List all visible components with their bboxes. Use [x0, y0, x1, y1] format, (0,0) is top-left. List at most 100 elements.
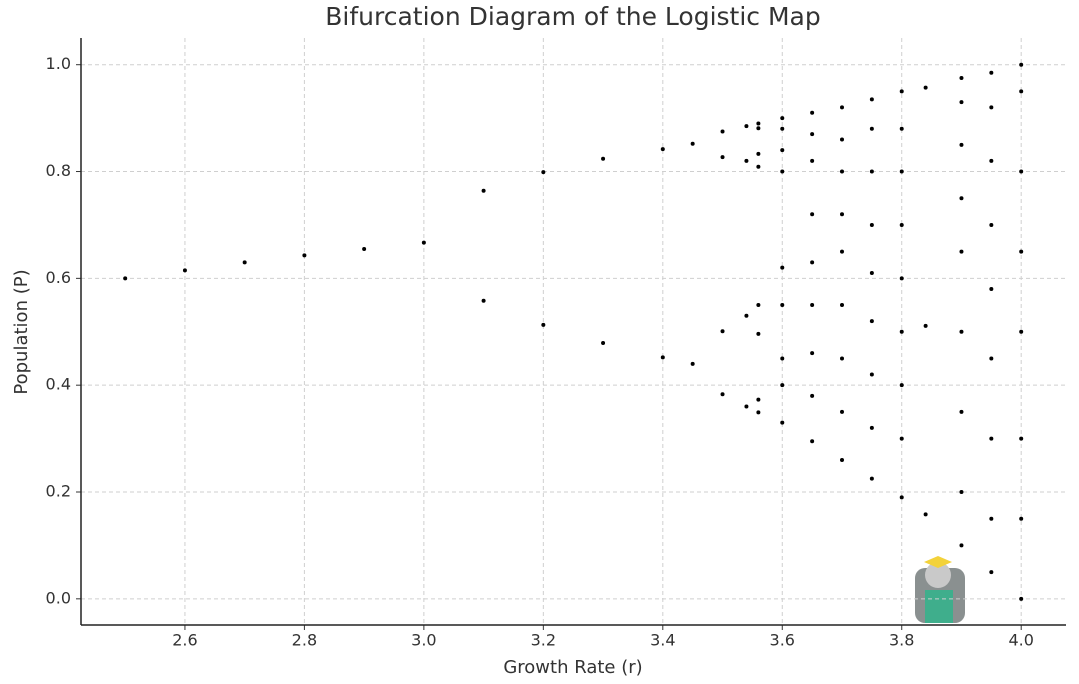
point [959, 490, 964, 495]
point [869, 222, 874, 227]
point [1019, 89, 1024, 94]
point [899, 276, 904, 281]
point [720, 392, 725, 397]
point [840, 169, 845, 174]
point [989, 105, 994, 110]
point [923, 85, 928, 90]
point [959, 543, 964, 548]
point [780, 169, 785, 174]
point [899, 89, 904, 94]
point [989, 516, 994, 521]
point [810, 132, 815, 137]
point [182, 268, 187, 273]
point [959, 409, 964, 414]
point [1019, 249, 1024, 254]
point [601, 156, 606, 161]
point [541, 170, 546, 175]
point [840, 105, 845, 110]
point [989, 222, 994, 227]
y-tick-label: 0.2 [46, 482, 71, 501]
point [810, 260, 815, 265]
point [840, 457, 845, 462]
point [744, 124, 749, 129]
point [744, 158, 749, 163]
point [869, 425, 874, 430]
point [756, 397, 761, 402]
point [541, 322, 546, 327]
point [302, 253, 307, 258]
point [810, 158, 815, 163]
point [989, 436, 994, 441]
point [869, 169, 874, 174]
y-axis-label: Population (P) [11, 269, 32, 394]
point [899, 383, 904, 388]
point [690, 361, 695, 366]
point [869, 372, 874, 377]
point [756, 164, 761, 169]
point [660, 147, 665, 152]
point [869, 97, 874, 102]
point [481, 298, 486, 303]
point [899, 222, 904, 227]
point [720, 155, 725, 160]
point [840, 212, 845, 217]
point [744, 404, 749, 409]
point [756, 151, 761, 156]
mascot [915, 556, 965, 623]
chart-title: Bifurcation Diagram of the Logistic Map [325, 2, 821, 31]
point [780, 148, 785, 153]
point [959, 196, 964, 201]
point [720, 329, 725, 334]
x-tick-label: 2.6 [172, 631, 197, 650]
point [959, 329, 964, 334]
point [690, 141, 695, 146]
point [899, 126, 904, 131]
point [756, 303, 761, 308]
point [899, 329, 904, 334]
point [959, 100, 964, 105]
point [242, 260, 247, 265]
point [601, 340, 606, 345]
point [869, 319, 874, 324]
point [660, 355, 665, 360]
x-tick-label: 2.8 [292, 631, 317, 650]
y-tick-label: 0.6 [46, 268, 71, 287]
x-tick-label: 3.0 [411, 631, 436, 650]
point [989, 158, 994, 163]
point [869, 271, 874, 276]
point [780, 265, 785, 270]
point [869, 126, 874, 131]
point [810, 212, 815, 217]
point [780, 383, 785, 388]
point [1019, 62, 1024, 67]
point [744, 313, 749, 318]
point [840, 303, 845, 308]
point [780, 356, 785, 361]
point [923, 323, 928, 328]
point [756, 126, 761, 131]
point [810, 351, 815, 356]
x-tick-label: 4.0 [1008, 631, 1033, 650]
y-tick-label: 1.0 [46, 54, 71, 73]
point [989, 570, 994, 575]
point [123, 276, 128, 281]
point [840, 137, 845, 142]
point [840, 249, 845, 254]
point [756, 331, 761, 336]
point [1019, 516, 1024, 521]
point [959, 249, 964, 254]
point [989, 70, 994, 75]
point [780, 420, 785, 425]
point [840, 356, 845, 361]
point [1019, 436, 1024, 441]
point [840, 409, 845, 414]
x-tick-label: 3.2 [531, 631, 556, 650]
x-tick-label: 3.8 [889, 631, 914, 650]
point [780, 126, 785, 131]
point [421, 240, 426, 245]
point [810, 110, 815, 115]
y-tick-label: 0.4 [46, 375, 71, 394]
point [780, 116, 785, 121]
point [959, 142, 964, 147]
